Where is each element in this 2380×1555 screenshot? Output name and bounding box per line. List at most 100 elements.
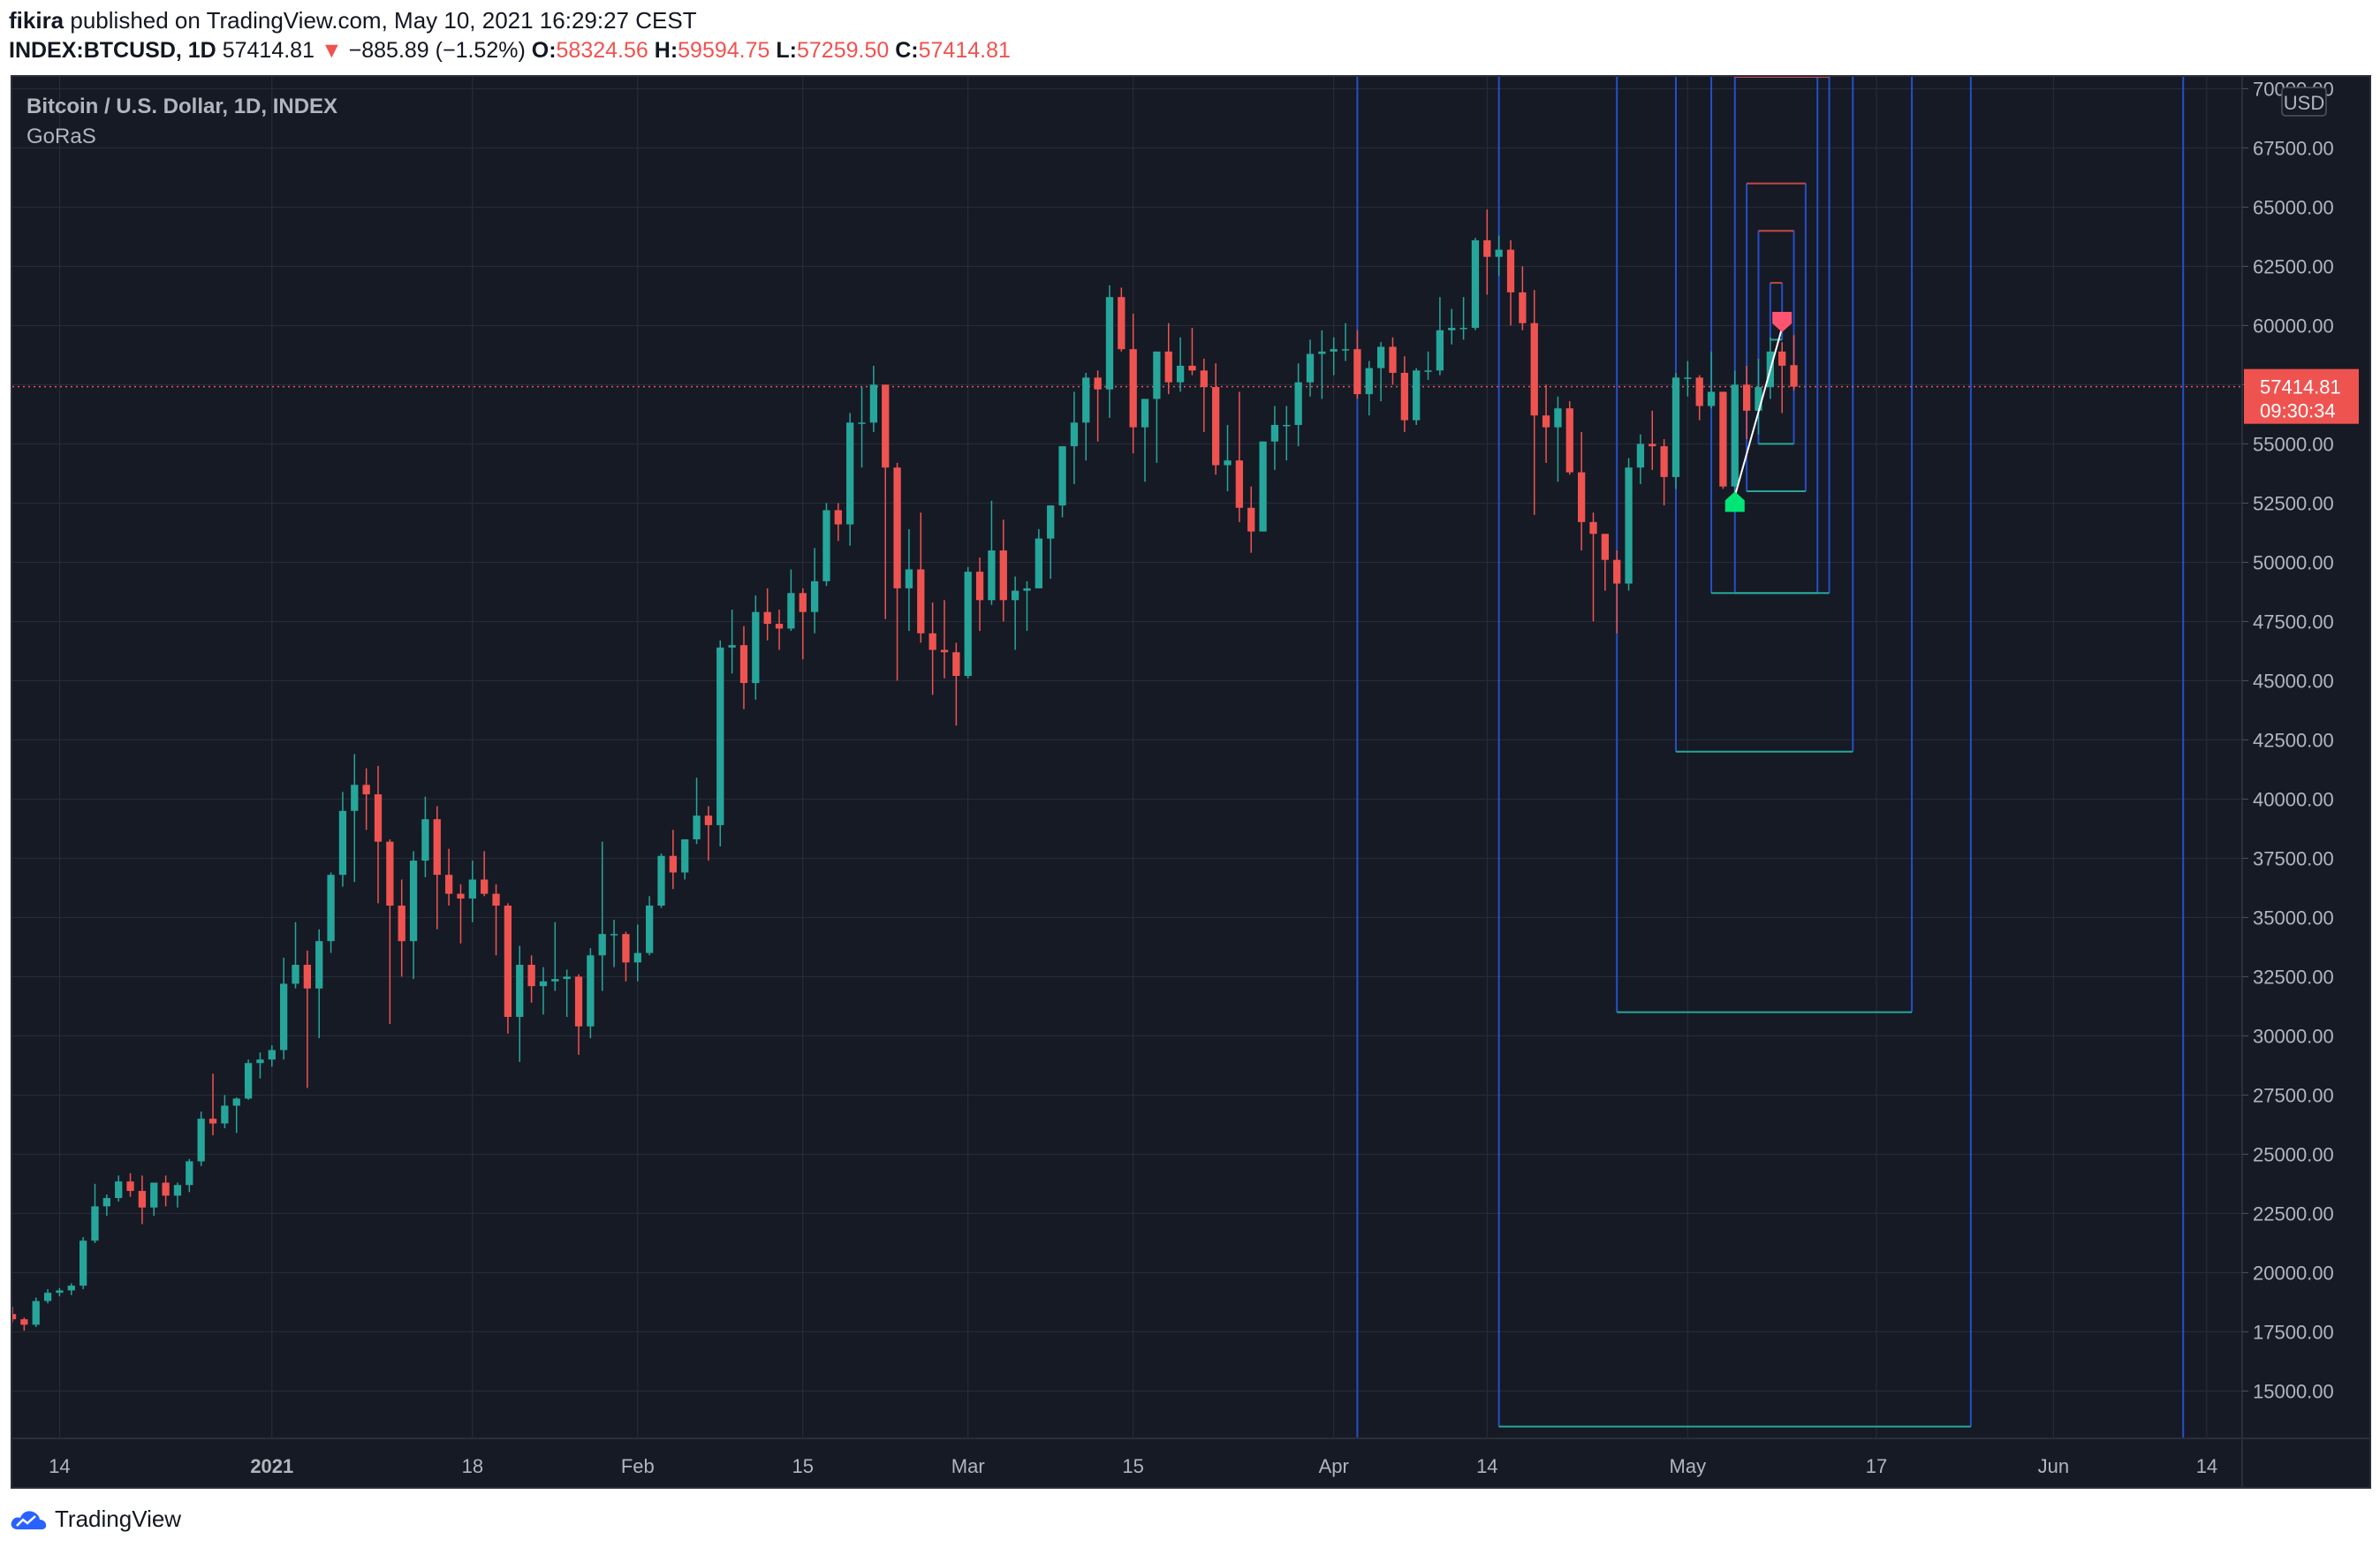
candle[interactable] (1176, 337, 1185, 392)
candle[interactable] (433, 806, 441, 929)
candle[interactable] (633, 924, 641, 982)
candle[interactable] (1164, 322, 1172, 395)
candle[interactable] (1613, 550, 1621, 633)
candle[interactable] (138, 1175, 147, 1225)
candle[interactable] (739, 626, 748, 709)
candle[interactable] (398, 879, 406, 977)
candle[interactable] (1224, 424, 1232, 491)
candle[interactable] (551, 922, 559, 991)
candle[interactable] (1565, 401, 1573, 475)
candle[interactable] (1129, 314, 1137, 454)
candle[interactable] (563, 969, 571, 1017)
candle[interactable] (91, 1183, 99, 1243)
sell-signal-icon[interactable] (1772, 312, 1793, 333)
legend-title[interactable]: Bitcoin / U.S. Dollar, 1D, INDEX (27, 95, 338, 118)
candle[interactable] (1188, 328, 1196, 375)
candle[interactable] (527, 955, 535, 1003)
candle[interactable] (940, 600, 949, 679)
candle[interactable] (43, 1289, 52, 1304)
candle[interactable] (315, 929, 323, 1039)
candle[interactable] (858, 387, 866, 468)
candle[interactable] (822, 503, 830, 587)
candle[interactable] (1436, 297, 1444, 375)
candle[interactable] (1035, 528, 1042, 588)
candle[interactable] (1376, 342, 1385, 402)
candle[interactable] (1636, 434, 1645, 484)
candle[interactable] (1011, 576, 1019, 650)
candle[interactable] (492, 884, 500, 956)
candle[interactable] (1047, 505, 1055, 580)
candle[interactable] (752, 595, 760, 700)
candle[interactable] (574, 974, 583, 1055)
currency-badge[interactable]: USD (2281, 87, 2327, 117)
candle[interactable] (1695, 375, 1703, 421)
candle[interactable] (292, 922, 299, 989)
candle[interactable] (964, 566, 972, 679)
candle[interactable] (1259, 441, 1267, 532)
candle[interactable] (1341, 322, 1350, 361)
candle[interactable] (787, 569, 795, 632)
candle[interactable] (1495, 235, 1503, 277)
candle[interactable] (1153, 351, 1161, 463)
candle[interactable] (1235, 391, 1244, 522)
candle[interactable] (1554, 396, 1562, 482)
candle[interactable] (846, 413, 854, 546)
candle[interactable] (1684, 360, 1692, 397)
candle[interactable] (221, 1095, 229, 1128)
candle[interactable] (1294, 363, 1302, 447)
candle[interactable] (516, 945, 524, 1062)
candle[interactable] (681, 838, 689, 880)
candle[interactable] (882, 384, 890, 619)
candle[interactable] (1625, 458, 1633, 591)
candle[interactable] (810, 548, 819, 633)
candle[interactable] (610, 920, 618, 967)
candle[interactable] (208, 1073, 217, 1135)
candle[interactable] (917, 512, 925, 643)
candle[interactable] (1105, 284, 1114, 418)
candle[interactable] (929, 602, 936, 695)
candle[interactable] (799, 588, 807, 660)
candle[interactable] (162, 1175, 170, 1207)
candle[interactable] (444, 848, 453, 906)
candle[interactable] (1212, 363, 1220, 475)
candle[interactable] (351, 754, 359, 883)
candle[interactable] (1413, 368, 1421, 425)
candle[interactable] (20, 1317, 28, 1331)
candle[interactable] (1671, 373, 1680, 489)
candle[interactable] (150, 1182, 158, 1217)
candle[interactable] (1707, 351, 1716, 409)
candle[interactable] (280, 957, 288, 1060)
candle[interactable] (952, 642, 960, 726)
candle[interactable] (1601, 534, 1609, 591)
candle[interactable] (1318, 330, 1326, 399)
candle[interactable] (1742, 365, 1751, 440)
candle[interactable] (669, 830, 677, 890)
candle[interactable] (728, 610, 736, 674)
candle[interactable] (468, 861, 476, 922)
candle[interactable] (1023, 580, 1031, 632)
candle[interactable] (244, 1059, 253, 1100)
candle[interactable] (1542, 384, 1550, 463)
candle[interactable] (338, 792, 347, 887)
candle[interactable] (1589, 512, 1597, 622)
candle[interactable] (1778, 342, 1786, 413)
candle[interactable] (1058, 446, 1066, 518)
candle[interactable] (504, 903, 512, 1034)
candle[interactable] (834, 503, 842, 542)
candle[interactable] (1731, 370, 1739, 494)
candle[interactable] (775, 610, 784, 650)
candle[interactable] (32, 1297, 40, 1328)
candle[interactable] (1141, 398, 1149, 482)
candle[interactable] (975, 558, 984, 632)
candle[interactable] (1365, 360, 1373, 416)
candle[interactable] (1519, 266, 1527, 330)
candle[interactable] (102, 1194, 110, 1217)
candle[interactable] (988, 500, 996, 605)
candle[interactable] (1330, 337, 1338, 375)
candle[interactable] (1389, 337, 1397, 385)
candle[interactable] (386, 838, 394, 1024)
candle[interactable] (539, 967, 548, 1015)
candle[interactable] (197, 1111, 205, 1166)
candle[interactable] (1459, 297, 1467, 340)
candle[interactable] (1270, 406, 1279, 470)
